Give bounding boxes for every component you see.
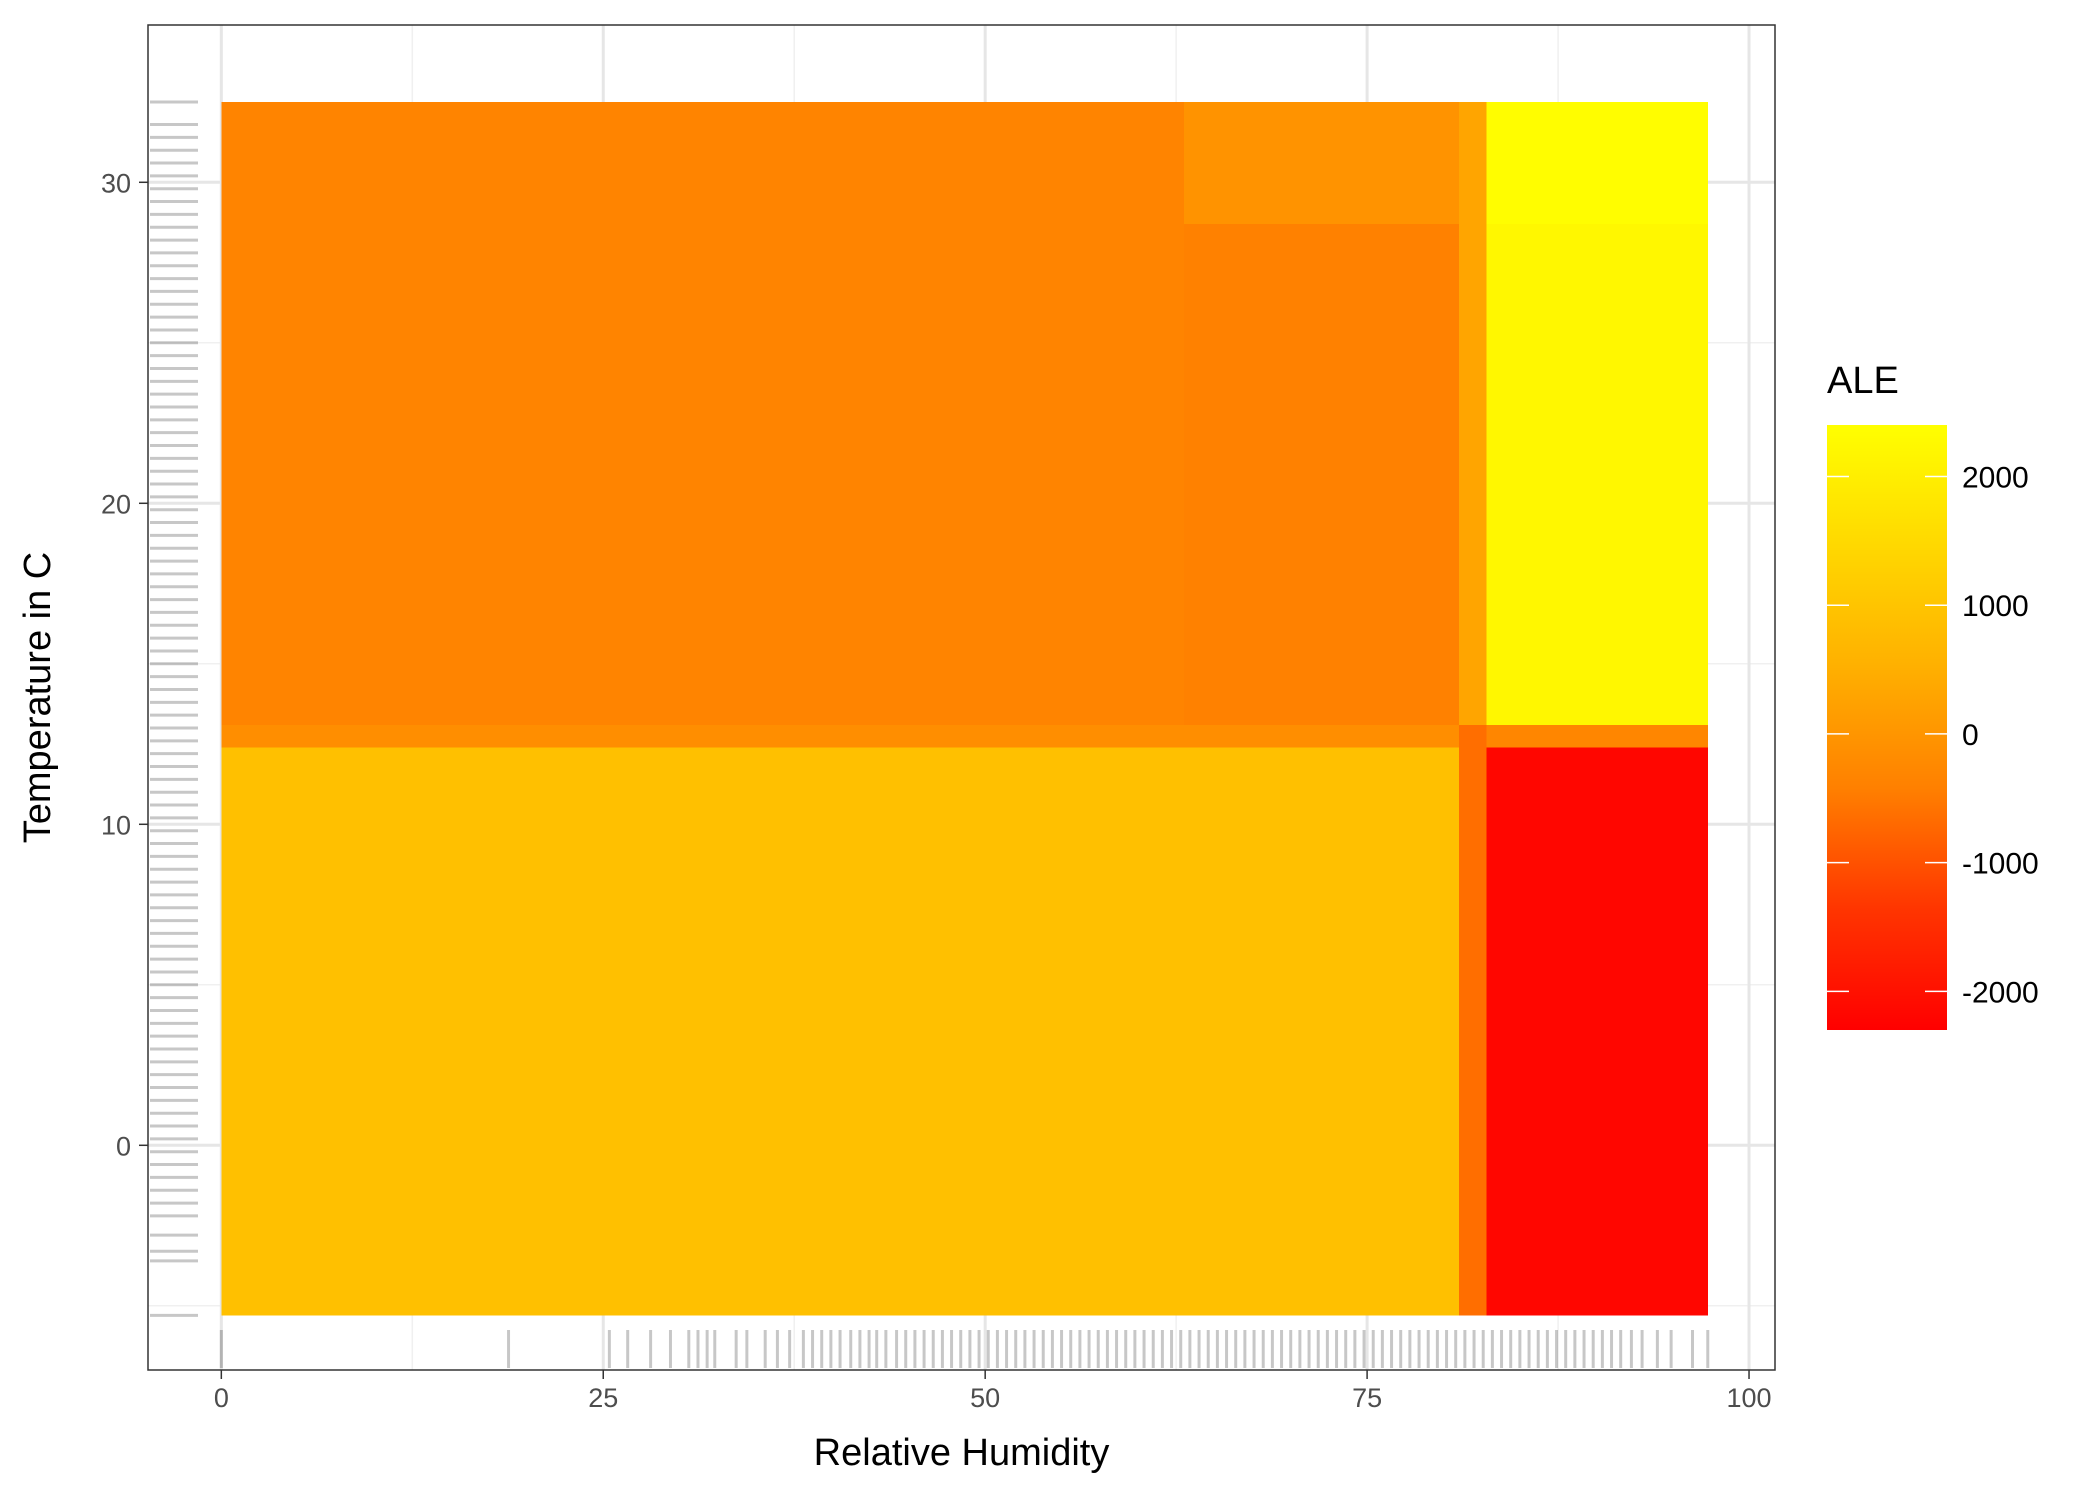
x-tick-label: 0 xyxy=(214,1383,229,1413)
legend-ticks: 2000 1000 0 -1000 -2000 xyxy=(1827,461,2039,1009)
x-tick-label: 50 xyxy=(970,1383,1000,1413)
legend: ALE 2000 1000 0 -1000 -2000 xyxy=(1827,360,2039,1030)
heatmap-cell xyxy=(1486,102,1708,225)
panel-border xyxy=(147,24,1776,1371)
legend-label: -2000 xyxy=(1962,976,2039,1009)
legend-label: 1000 xyxy=(1962,590,2029,623)
heatmap-cell xyxy=(221,747,1459,1316)
legend-label: 2000 xyxy=(1962,461,2029,494)
x-tick-label: 75 xyxy=(1352,1383,1382,1413)
y-tick-label: 10 xyxy=(101,810,131,840)
rug-marks xyxy=(150,100,1710,1368)
axis-ticks: 0 25 50 75 100 0 10 20 30 xyxy=(101,168,1772,1413)
heatmap-cell xyxy=(1458,102,1487,725)
heatmap-cell xyxy=(1486,747,1708,1316)
heatmap-cell xyxy=(221,724,1459,748)
heatmap-cell xyxy=(1183,102,1459,225)
x-axis-title: Relative Humidity xyxy=(814,1432,1110,1474)
legend-label: 0 xyxy=(1962,719,1979,752)
heatmap-cell xyxy=(1486,724,1708,748)
y-tick-label: 30 xyxy=(101,168,131,198)
x-tick-label: 25 xyxy=(588,1383,618,1413)
y-tick-label: 0 xyxy=(116,1131,131,1161)
y-tick-label: 20 xyxy=(101,489,131,519)
heatmap-cell xyxy=(221,102,1184,725)
x-tick-label: 100 xyxy=(1726,1383,1771,1413)
legend-title: ALE xyxy=(1827,360,1899,402)
heatmap-cell xyxy=(1458,724,1487,1316)
heatmap-cell xyxy=(1486,224,1708,725)
legend-colorbar xyxy=(1827,425,1947,1030)
heatmap-cells xyxy=(221,102,1708,1316)
heatmap-cell xyxy=(1183,224,1459,725)
legend-label: -1000 xyxy=(1962,848,2039,881)
y-axis-title: Temperature in C xyxy=(17,552,59,843)
